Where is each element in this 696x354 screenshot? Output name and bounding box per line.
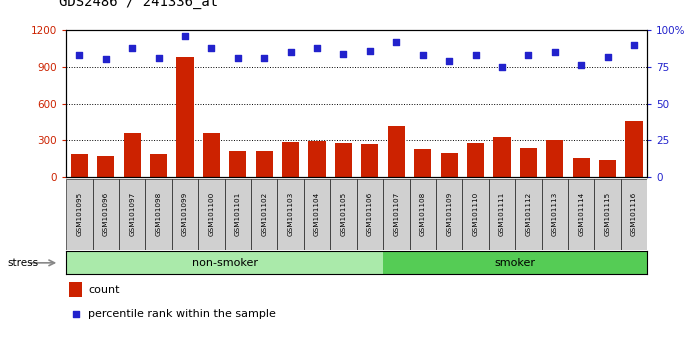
Bar bbox=[546, 140, 563, 177]
Point bbox=[259, 55, 270, 61]
Bar bbox=[388, 126, 405, 177]
Text: GSM101104: GSM101104 bbox=[314, 192, 320, 236]
Text: GSM101112: GSM101112 bbox=[525, 192, 532, 236]
Bar bbox=[568, 179, 594, 250]
Text: stress: stress bbox=[7, 258, 38, 268]
Text: GSM101103: GSM101103 bbox=[287, 192, 294, 236]
Bar bbox=[626, 121, 642, 177]
Text: GSM101097: GSM101097 bbox=[129, 192, 135, 236]
Point bbox=[443, 58, 454, 64]
Bar bbox=[414, 149, 432, 177]
Point bbox=[576, 63, 587, 68]
Bar bbox=[255, 151, 273, 177]
Bar bbox=[356, 179, 383, 250]
Text: GSM101100: GSM101100 bbox=[208, 192, 214, 236]
Bar bbox=[225, 179, 251, 250]
Bar bbox=[621, 179, 647, 250]
Bar bbox=[520, 148, 537, 177]
Bar bbox=[594, 179, 621, 250]
Point bbox=[523, 52, 534, 58]
Bar bbox=[383, 179, 409, 250]
Text: GSM101107: GSM101107 bbox=[393, 192, 400, 236]
Point bbox=[127, 45, 138, 51]
Bar bbox=[97, 155, 114, 177]
Bar bbox=[467, 143, 484, 177]
Text: GSM101110: GSM101110 bbox=[473, 192, 479, 236]
Bar bbox=[541, 179, 568, 250]
Bar bbox=[66, 179, 93, 250]
Bar bbox=[71, 154, 88, 177]
Point bbox=[390, 39, 402, 45]
Bar bbox=[66, 251, 383, 274]
Text: GSM101114: GSM101114 bbox=[578, 192, 584, 236]
Bar bbox=[203, 133, 220, 177]
Bar bbox=[150, 154, 167, 177]
Text: GSM101109: GSM101109 bbox=[446, 192, 452, 236]
Bar bbox=[124, 133, 141, 177]
Bar bbox=[176, 57, 193, 177]
Bar bbox=[251, 179, 278, 250]
Point bbox=[180, 33, 191, 39]
Text: GSM101102: GSM101102 bbox=[261, 192, 267, 236]
Text: GSM101116: GSM101116 bbox=[631, 192, 637, 236]
Bar bbox=[145, 179, 172, 250]
Point bbox=[74, 52, 85, 58]
Bar bbox=[229, 151, 246, 177]
Bar bbox=[308, 141, 326, 177]
Bar bbox=[361, 144, 379, 177]
Bar bbox=[93, 179, 119, 250]
Bar bbox=[441, 153, 458, 177]
Text: GSM101105: GSM101105 bbox=[340, 192, 347, 236]
Bar bbox=[335, 143, 352, 177]
Point bbox=[628, 42, 640, 47]
Text: count: count bbox=[88, 285, 120, 295]
Text: GSM101113: GSM101113 bbox=[552, 192, 557, 236]
Bar bbox=[493, 137, 511, 177]
Text: GSM101099: GSM101099 bbox=[182, 192, 188, 236]
Bar bbox=[198, 179, 225, 250]
Bar bbox=[489, 179, 515, 250]
Bar bbox=[282, 142, 299, 177]
Point bbox=[206, 45, 217, 51]
Point bbox=[496, 64, 507, 70]
Point bbox=[100, 57, 111, 62]
Text: GSM101111: GSM101111 bbox=[499, 192, 505, 236]
Text: GSM101106: GSM101106 bbox=[367, 192, 373, 236]
Point bbox=[285, 49, 296, 55]
Text: GSM101098: GSM101098 bbox=[156, 192, 161, 236]
Bar bbox=[436, 179, 462, 250]
Bar bbox=[304, 179, 331, 250]
Bar bbox=[172, 179, 198, 250]
Point bbox=[70, 311, 81, 316]
Text: GSM101096: GSM101096 bbox=[103, 192, 109, 236]
Text: GSM101115: GSM101115 bbox=[605, 192, 610, 236]
Bar bbox=[70, 282, 82, 297]
Text: smoker: smoker bbox=[495, 258, 536, 268]
Text: GSM101095: GSM101095 bbox=[77, 192, 82, 236]
Point bbox=[549, 49, 560, 55]
Bar bbox=[515, 179, 541, 250]
Point bbox=[602, 54, 613, 59]
Point bbox=[470, 52, 481, 58]
Text: percentile rank within the sample: percentile rank within the sample bbox=[88, 309, 276, 319]
Bar bbox=[462, 179, 489, 250]
Bar bbox=[573, 158, 590, 177]
Bar bbox=[119, 179, 145, 250]
Point bbox=[364, 48, 375, 53]
Bar bbox=[278, 179, 304, 250]
Point bbox=[153, 55, 164, 61]
Point bbox=[312, 45, 323, 51]
Point bbox=[417, 52, 428, 58]
Bar bbox=[409, 179, 436, 250]
Bar bbox=[331, 179, 356, 250]
Point bbox=[338, 51, 349, 56]
Text: GSM101108: GSM101108 bbox=[420, 192, 426, 236]
Bar bbox=[383, 251, 647, 274]
Text: GSM101101: GSM101101 bbox=[235, 192, 241, 236]
Bar bbox=[599, 160, 616, 177]
Point bbox=[232, 55, 244, 61]
Text: non-smoker: non-smoker bbox=[191, 258, 258, 268]
Text: GDS2486 / 241336_at: GDS2486 / 241336_at bbox=[59, 0, 219, 9]
